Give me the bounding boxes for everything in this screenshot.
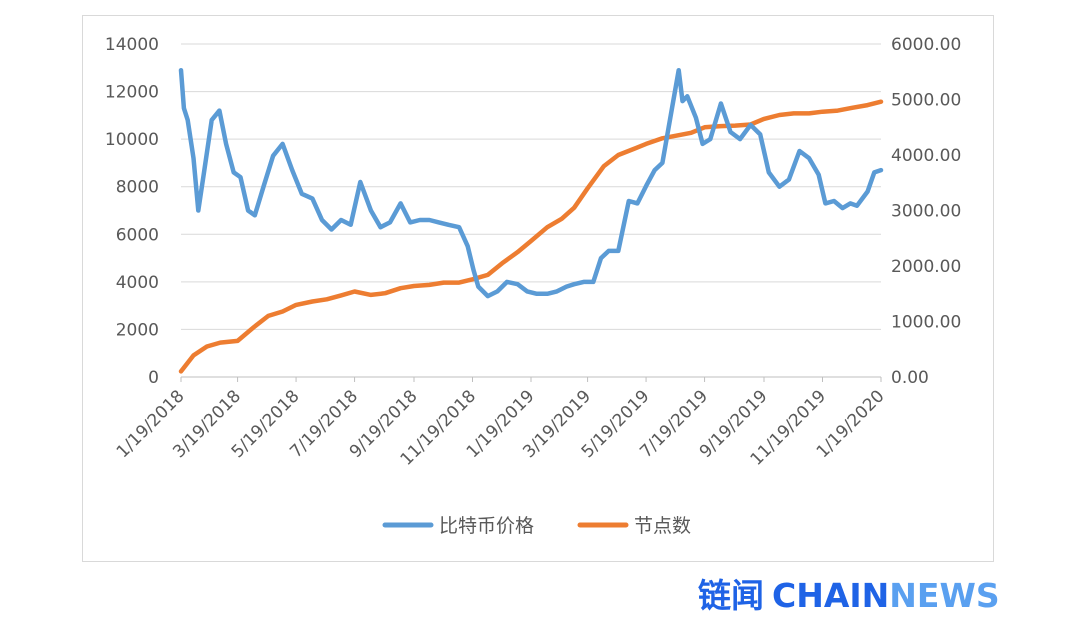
y-left-tick-label: 0 bbox=[148, 368, 159, 388]
chart-svg: 0 2000 4000 6000 8000 10000 12000 14000 0.00 1000… bbox=[105, 35, 961, 537]
chainnews-watermark: 链闻 CHAINNEWS bbox=[698, 573, 1000, 619]
y-left-tick-label: 4000 bbox=[116, 273, 159, 293]
y-left-tick-label: 12000 bbox=[105, 83, 159, 103]
y-left-tick-label: 8000 bbox=[116, 178, 159, 198]
y-left-tick-label: 10000 bbox=[105, 130, 159, 150]
y-right-tick-label: 3000.00 bbox=[891, 202, 961, 222]
watermark-news: NEWS bbox=[889, 576, 1000, 615]
y-right-tick-label: 0.00 bbox=[891, 368, 929, 388]
axis-layer: 0 2000 4000 6000 8000 10000 12000 14000 0.00 1000… bbox=[105, 35, 961, 470]
y-left-tick-label: 6000 bbox=[116, 225, 159, 245]
chart-frame: 0 2000 4000 6000 8000 10000 12000 14000 0.00 1000… bbox=[82, 15, 994, 562]
grid-layer bbox=[181, 43, 881, 330]
y-right-tick-label: 5000.00 bbox=[891, 91, 961, 111]
watermark-cn: 链闻 bbox=[698, 576, 764, 615]
legend-label: 比特币价格 bbox=[439, 515, 534, 537]
y-left-tick-label: 14000 bbox=[105, 35, 159, 55]
y-right-tick-label: 2000.00 bbox=[891, 257, 961, 277]
legend-layer: 比特币价格 节点数 bbox=[382, 515, 691, 537]
y-right-tick-label: 6000.00 bbox=[891, 35, 961, 55]
watermark-chain: CHAIN bbox=[772, 576, 890, 615]
y-right-tick-label: 1000.00 bbox=[891, 313, 961, 333]
series-line-btc-price bbox=[178, 67, 884, 299]
legend-label: 节点数 bbox=[634, 515, 691, 537]
series-line-node-count bbox=[178, 99, 884, 374]
y-right-tick-label: 4000.00 bbox=[891, 146, 961, 166]
y-left-tick-label: 2000 bbox=[116, 320, 159, 340]
series-layer bbox=[178, 67, 884, 374]
